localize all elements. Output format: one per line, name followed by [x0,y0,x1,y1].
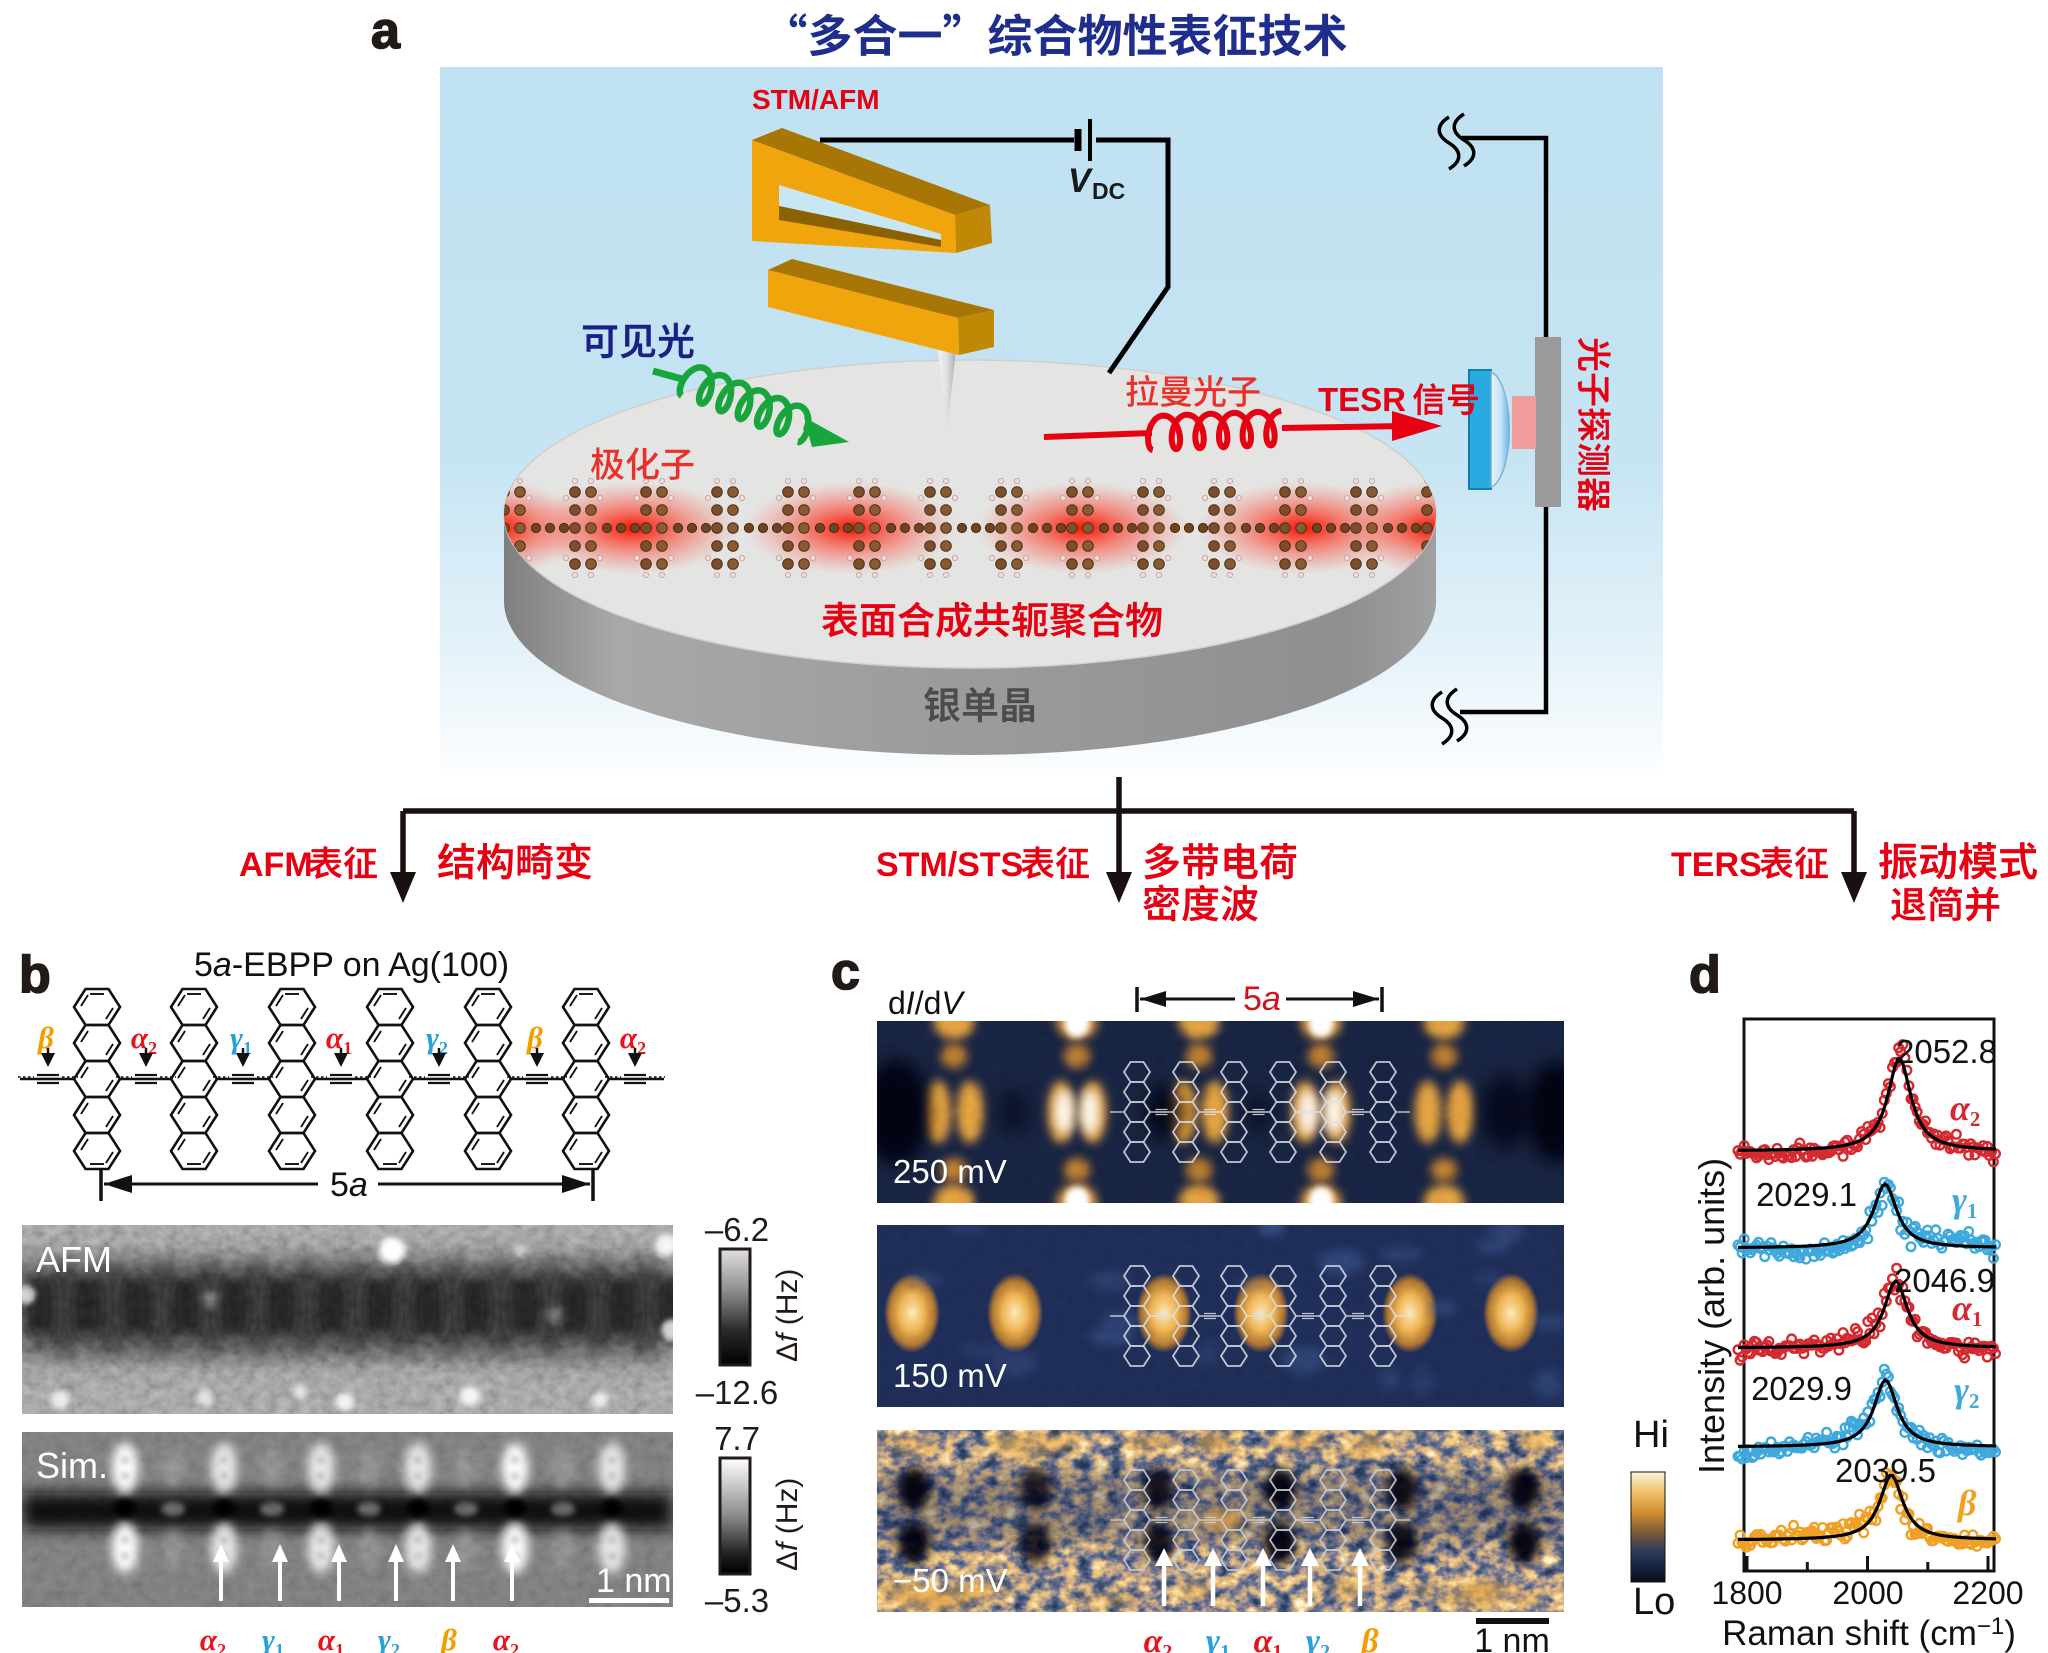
svg-text:Δf (Hz): Δf (Hz) [771,1269,804,1362]
svg-text:STM/AFM: STM/AFM [752,84,880,115]
svg-text:–5.3: –5.3 [705,1582,769,1619]
svg-text:γ2: γ2 [1954,1370,1979,1413]
svg-text:AFM: AFM [36,1239,112,1280]
svg-text:dI/dV: dI/dV [888,985,965,1021]
svg-text:DC: DC [1092,178,1125,204]
svg-text:γ1: γ1 [1206,1623,1230,1653]
svg-text:α1: α1 [326,1020,352,1058]
svg-text:−50 mV: −50 mV [893,1562,1008,1599]
svg-text:5a-EBPP on Ag(100): 5a-EBPP on Ag(100) [194,946,509,984]
svg-text:1 nm: 1 nm [596,1562,672,1600]
svg-text:γ1: γ1 [1952,1180,1977,1223]
svg-text:250 mV: 250 mV [893,1153,1007,1190]
svg-text:5a: 5a [330,1166,368,1204]
svg-text:γ2: γ2 [426,1020,448,1058]
svg-text:γ2: γ2 [1306,1623,1330,1653]
svg-text:α2: α2 [200,1622,226,1653]
svg-text:a: a [371,2,401,60]
svg-text:γ1: γ1 [230,1020,252,1058]
svg-text:TESR: TESR [1318,381,1406,418]
svg-text:Lo: Lo [1633,1581,1675,1623]
svg-text:1 nm: 1 nm [1474,1622,1550,1653]
svg-text:–12.6: –12.6 [696,1374,779,1411]
svg-text:V: V [1068,162,1094,200]
svg-text:c: c [831,943,860,1001]
svg-text:γ1: γ1 [262,1622,284,1653]
svg-text:2052.8: 2052.8 [1896,1033,1997,1070]
svg-text:2200: 2200 [1952,1575,2023,1611]
svg-text:2029.1: 2029.1 [1756,1176,1857,1213]
svg-text:Intensity (arb. units): Intensity (arb. units) [1691,1158,1732,1474]
svg-text:1800: 1800 [1711,1575,1782,1611]
svg-text:α2: α2 [1144,1623,1173,1653]
svg-text:2000: 2000 [1832,1575,1903,1611]
svg-text:Raman shift (cm−1): Raman shift (cm−1) [1722,1613,2016,1653]
svg-text:β: β [37,1020,54,1055]
svg-text:d: d [1689,946,1721,1004]
svg-text:γ2: γ2 [378,1622,400,1653]
svg-text:TERS: TERS [1671,846,1762,884]
svg-text:β: β [1359,1623,1379,1653]
svg-text:β: β [526,1020,543,1055]
svg-text:Sim.: Sim. [36,1445,108,1486]
svg-text:Hi: Hi [1633,1414,1669,1456]
svg-text:AFM: AFM [239,846,313,884]
svg-text:2039.5: 2039.5 [1835,1452,1936,1489]
svg-text:STM/STS: STM/STS [876,846,1023,884]
svg-text:b: b [19,946,51,1004]
svg-text:Δf (Hz): Δf (Hz) [771,1478,804,1571]
svg-text:α2: α2 [1950,1088,1980,1131]
svg-text:α2: α2 [131,1020,157,1058]
svg-text:α1: α1 [1254,1623,1283,1653]
svg-text:–6.2: –6.2 [705,1211,769,1248]
svg-text:α2: α2 [620,1020,646,1058]
svg-text:2046.9: 2046.9 [1894,1262,1995,1299]
svg-text:β: β [440,1622,457,1653]
svg-text:5a: 5a [1243,980,1281,1018]
svg-text:β: β [1956,1483,1977,1523]
svg-text:α1: α1 [318,1622,344,1653]
svg-text:7.7: 7.7 [714,1420,760,1457]
svg-text:2029.9: 2029.9 [1751,1370,1852,1407]
svg-text:α2: α2 [493,1622,519,1653]
svg-text:150 mV: 150 mV [893,1357,1007,1394]
